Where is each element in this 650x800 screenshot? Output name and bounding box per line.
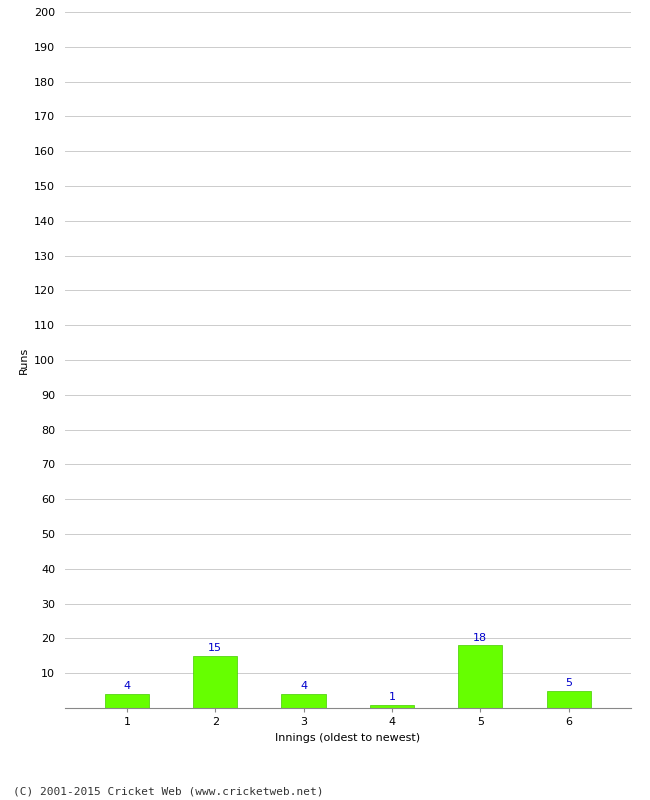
Text: 5: 5 — [565, 678, 572, 688]
Text: 15: 15 — [208, 643, 222, 653]
Bar — [458, 646, 502, 708]
Bar — [547, 690, 591, 708]
X-axis label: Innings (oldest to newest): Innings (oldest to newest) — [275, 733, 421, 742]
Text: 4: 4 — [300, 682, 307, 691]
Text: 1: 1 — [389, 692, 395, 702]
Bar — [193, 656, 237, 708]
Text: (C) 2001-2015 Cricket Web (www.cricketweb.net): (C) 2001-2015 Cricket Web (www.cricketwe… — [13, 786, 324, 796]
Y-axis label: Runs: Runs — [19, 346, 29, 374]
Bar — [105, 694, 149, 708]
Text: 18: 18 — [473, 633, 488, 642]
Bar — [370, 705, 414, 708]
Bar — [281, 694, 326, 708]
Text: 4: 4 — [124, 682, 131, 691]
